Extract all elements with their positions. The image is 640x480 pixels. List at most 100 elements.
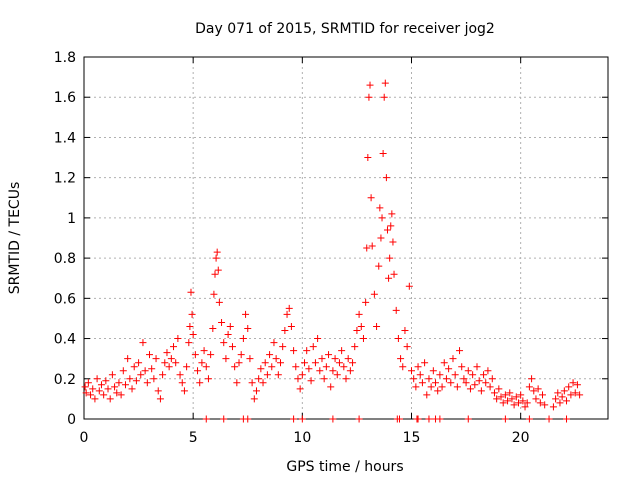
data-point <box>571 389 579 397</box>
data-point <box>270 339 278 347</box>
data-point <box>514 399 522 407</box>
data-point <box>266 351 274 359</box>
data-point <box>126 375 134 383</box>
data-point <box>81 383 89 391</box>
data-point <box>576 391 584 399</box>
y-tick-label: 1.8 <box>54 50 76 66</box>
zero-data-point <box>329 415 337 423</box>
data-point <box>176 371 184 379</box>
data-point <box>541 401 549 409</box>
data-point <box>186 322 194 330</box>
data-point <box>403 343 411 351</box>
data-point <box>307 377 315 385</box>
data-point <box>154 387 162 395</box>
data-point <box>233 379 241 387</box>
data-point <box>412 383 420 391</box>
data-point <box>87 391 95 399</box>
data-point <box>442 375 450 383</box>
data-point <box>338 347 346 355</box>
data-point <box>521 403 529 411</box>
data-point <box>349 359 357 367</box>
data-point <box>453 383 461 391</box>
data-point <box>210 290 218 298</box>
zero-data-point <box>220 415 228 423</box>
data-point <box>399 363 407 371</box>
data-point <box>552 395 560 403</box>
data-point <box>466 385 474 393</box>
x-axis-label: GPS time / hours <box>286 459 403 475</box>
data-point <box>277 359 284 367</box>
zero-data-point <box>244 415 252 423</box>
data-point <box>434 387 442 395</box>
zero-data-point <box>545 415 553 423</box>
data-point <box>115 379 123 387</box>
zero-data-point <box>501 415 509 423</box>
data-point <box>397 355 405 363</box>
data-point <box>150 375 158 383</box>
data-point <box>469 371 477 379</box>
data-point <box>451 371 459 379</box>
data-point <box>209 325 217 332</box>
data-point <box>560 387 568 395</box>
zero-data-point <box>464 415 472 423</box>
data-point <box>364 154 372 162</box>
data-point <box>231 363 239 371</box>
data-point <box>366 81 374 89</box>
data-point <box>298 371 306 379</box>
data-point <box>237 351 245 359</box>
data-point <box>329 367 337 375</box>
data-point <box>530 387 538 395</box>
data-point <box>167 355 175 363</box>
y-tick-label: 0.8 <box>54 251 76 267</box>
data-point <box>421 359 429 367</box>
data-point <box>294 375 302 383</box>
data-point <box>388 210 396 218</box>
zero-data-point <box>290 415 298 423</box>
zero-data-point <box>395 415 403 423</box>
data-point <box>261 359 269 367</box>
data-point <box>224 331 232 339</box>
y-axis-label: SRMTID / TECUs <box>7 182 23 295</box>
data-point <box>475 377 483 385</box>
data-point <box>303 347 311 355</box>
data-point <box>156 395 164 403</box>
data-point <box>504 397 512 405</box>
data-point <box>82 389 90 397</box>
data-point <box>367 194 375 202</box>
data-point <box>362 298 370 306</box>
data-point <box>462 379 470 387</box>
data-point <box>525 383 533 391</box>
data-point <box>493 395 501 403</box>
data-point <box>401 327 409 335</box>
data-point <box>255 375 263 383</box>
data-point <box>512 393 520 401</box>
zero-data-point <box>202 415 210 423</box>
data-point <box>573 381 581 389</box>
data-point <box>250 395 258 403</box>
data-point <box>438 383 446 391</box>
plot-frame <box>83 56 609 420</box>
zero-data-point <box>425 415 433 423</box>
data-point <box>259 379 267 387</box>
data-point <box>567 391 575 399</box>
data-point <box>124 355 132 363</box>
data-point <box>244 325 252 332</box>
data-point <box>185 339 193 347</box>
data-point <box>159 371 167 379</box>
data-point <box>108 371 116 379</box>
data-point <box>523 399 531 407</box>
data-point <box>381 79 389 87</box>
data-point <box>351 343 359 351</box>
data-point <box>191 351 199 359</box>
data-point <box>558 393 566 401</box>
zero-data-point <box>525 415 533 423</box>
data-point <box>212 254 220 262</box>
data-points <box>81 79 584 423</box>
data-point <box>128 385 136 393</box>
data-point <box>148 365 156 373</box>
data-point <box>141 367 149 375</box>
data-point <box>488 375 496 383</box>
data-point <box>202 363 210 371</box>
y-tick-label: 0.2 <box>54 372 76 388</box>
